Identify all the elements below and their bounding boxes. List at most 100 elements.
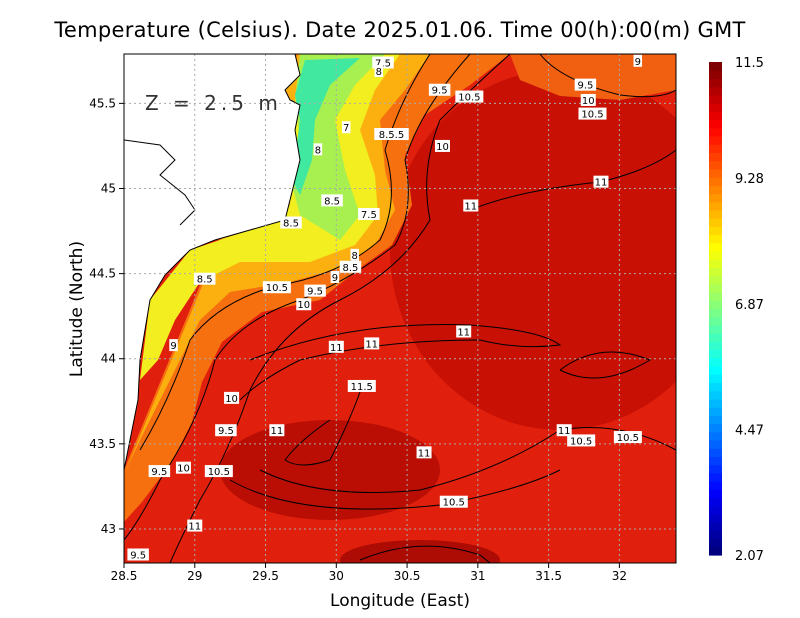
colorbar-swatch [709, 439, 722, 449]
contour-label-bg [296, 298, 312, 311]
contour-label: 10.5 [443, 498, 465, 509]
contour-label: 8 [315, 145, 321, 156]
contour-label: 9.5 [218, 426, 234, 437]
contour-label-bg [127, 548, 149, 561]
colorbar-swatch [709, 546, 722, 556]
contour-label: 10.5 [581, 110, 603, 121]
contour-label-bg [350, 248, 359, 261]
colorbar-swatch [709, 135, 722, 145]
colorbar-swatch [709, 472, 722, 482]
x-tick-label: 32 [612, 569, 627, 583]
colorbar-swatch [709, 193, 722, 203]
contour-label-bg [187, 519, 203, 532]
contour-label: 9 [635, 57, 641, 68]
warm-core-southwest [220, 420, 440, 520]
colorbar-swatch [709, 407, 722, 416]
contour-label-bg [416, 446, 432, 459]
contour-label: 11 [418, 448, 431, 459]
x-tick-label: 28.5 [111, 569, 138, 583]
colorbar-swatch [709, 111, 722, 121]
colorbar-swatch [709, 497, 722, 507]
contour-label-bg [175, 461, 191, 474]
colorbar-swatch [709, 242, 722, 252]
contour-label: 7.5 [361, 210, 377, 221]
contour-label-bg [224, 391, 240, 404]
colorbar-swatch [709, 448, 722, 457]
colorbar-swatch [709, 505, 722, 515]
colorbar-swatch [709, 481, 722, 490]
colorbar-swatch [709, 168, 722, 178]
contour-label: 10 [582, 96, 595, 107]
coastal-cyan-band [292, 58, 360, 195]
colorbar-swatch [709, 209, 722, 219]
chart-title: Temperature (Celsius). Date 2025.01.06. … [54, 18, 746, 42]
contour-label: 8 [352, 251, 358, 262]
colorbar-tick-label: 9.28 [735, 172, 764, 187]
y-tick-label: 44 [101, 352, 116, 366]
colorbar-swatch [709, 201, 722, 211]
colorbar-swatch [709, 390, 722, 400]
colorbar-swatch [709, 522, 722, 531]
colorbar-swatch [709, 415, 722, 425]
contour-label-bg [593, 175, 609, 188]
colorbar-swatch [709, 349, 722, 359]
contour-label: 11 [558, 426, 571, 437]
colorbar-swatch [709, 300, 722, 310]
colorbar-swatch [709, 382, 722, 392]
colorbar-swatch [709, 423, 722, 433]
contour-label-bg [341, 121, 351, 134]
contour-label: 11 [270, 426, 283, 437]
colorbar-swatch [709, 160, 722, 170]
y-tick-label: 43.5 [89, 437, 116, 451]
contour-label: 8.5 [197, 275, 213, 286]
contour-label-bg [330, 271, 340, 284]
contour-label-bg [313, 143, 323, 156]
depth-annotation: Z = 2.5 m [145, 91, 282, 115]
contour-label: 10 [225, 394, 238, 405]
colorbar-swatch [709, 538, 722, 548]
contour-label: 9.5 [151, 467, 167, 478]
contour-label: 9 [332, 273, 338, 284]
colorbar-swatch [709, 357, 722, 367]
colorbar-swatch [709, 62, 722, 71]
contour-label-bg [204, 465, 233, 478]
contour-label-bg [169, 339, 178, 352]
colorbar-swatch [709, 324, 722, 334]
land-coastline [124, 54, 301, 471]
contour-label-bg [567, 434, 596, 447]
contour-label: 8 [376, 67, 382, 78]
contour-label: 11 [595, 178, 608, 189]
colorbar-tick-label: 11.5 [735, 56, 764, 71]
contour-label-bg [434, 139, 450, 152]
colorbar-swatch [709, 103, 722, 112]
x-tick-label: 31 [470, 569, 485, 583]
contour-label: 11 [330, 343, 343, 354]
contour-label-bg [262, 281, 291, 294]
contour-label: 9.5 [432, 86, 448, 97]
y-axis-ticks: 43 43.5 44 44.5 45 45.5 [89, 96, 124, 536]
colorbar-swatch [709, 513, 722, 523]
contour-label: 10 [177, 464, 190, 475]
contour-label: 7.5 [375, 59, 391, 70]
colorbar-swatch [709, 341, 722, 351]
colorbar-swatch [709, 530, 722, 540]
contour-label-bg [613, 431, 642, 444]
colorbar-swatch [709, 177, 722, 186]
contour-label-bg [439, 495, 468, 508]
contour-label: 11 [188, 522, 201, 533]
contour-label-bg [304, 284, 326, 297]
y-tick-label: 44.5 [89, 267, 116, 281]
contour-label: 11 [365, 339, 378, 350]
contour-label-bg [455, 90, 484, 103]
colorbar-swatch [709, 127, 722, 137]
contour-label-bg [364, 337, 380, 350]
colorbar-swatch [709, 464, 722, 474]
colorbar-swatch [709, 226, 722, 236]
colorbar-swatch [709, 250, 722, 260]
colorbar-swatch [709, 152, 722, 162]
contour-label: 9.5 [577, 81, 593, 92]
colorbar-tick-label: 2.07 [735, 549, 764, 564]
contour-label-bg [328, 340, 344, 353]
